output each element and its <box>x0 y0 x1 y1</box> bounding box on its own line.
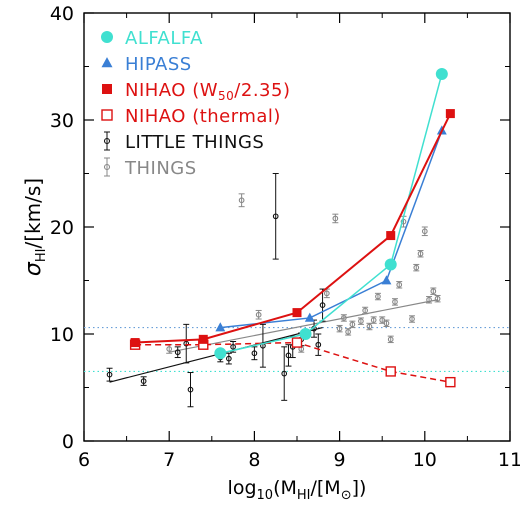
data-point <box>386 231 396 241</box>
data-point <box>299 328 312 340</box>
plot-area <box>106 67 456 408</box>
x-tick-label: 9 <box>334 449 346 471</box>
data-point <box>214 347 227 360</box>
data-point <box>332 215 339 222</box>
legend-label: LITTLE THINGS <box>125 132 264 153</box>
data-point <box>174 349 181 356</box>
series-line <box>220 130 443 329</box>
series-nihao-thermal <box>129 337 456 388</box>
legend: ALFALFA HIPASS NIHAO (W50/2.35) NIHAO (ther… <box>101 28 290 179</box>
data-point <box>130 338 140 348</box>
data-point <box>375 293 381 300</box>
legend-marker <box>101 109 113 121</box>
data-point <box>215 322 226 332</box>
data-point <box>435 67 448 80</box>
data-point <box>140 378 147 384</box>
data-point <box>106 371 113 378</box>
data-point <box>198 334 208 344</box>
data-point <box>434 295 441 302</box>
data-point <box>381 275 392 285</box>
data-point <box>166 346 173 352</box>
data-point <box>430 288 437 295</box>
legend-marker <box>101 31 113 43</box>
data-point <box>392 299 398 305</box>
data-point <box>341 315 347 321</box>
data-point <box>238 197 245 204</box>
x-tick-label: 11 <box>498 449 520 471</box>
data-point <box>291 337 303 348</box>
legend-marker <box>103 163 111 171</box>
series-nihao-w50 <box>130 109 455 348</box>
legend-entry-nihao-thermal: NIHAO (thermal) <box>101 106 281 127</box>
data-point <box>370 317 377 323</box>
data-point <box>413 264 420 271</box>
legend-entry-nihao-w50: NIHAO (W50/2.35) <box>102 80 290 103</box>
data-point <box>384 258 397 271</box>
legend-label: ALFALFA <box>125 28 203 49</box>
data-point <box>251 350 258 357</box>
data-point <box>396 281 403 288</box>
data-point <box>421 228 428 235</box>
data-point <box>362 307 369 314</box>
data-point <box>315 341 322 348</box>
legend-entry-little-things: LITTLE THINGS <box>103 131 264 153</box>
series-alfalfa <box>214 67 448 360</box>
legend-entry-hipass: HIPASS <box>101 54 192 75</box>
data-point <box>183 340 190 347</box>
y-tick-label: 40 <box>50 3 74 25</box>
data-point <box>366 323 373 330</box>
data-point <box>304 312 315 322</box>
legend-marker <box>102 84 112 94</box>
legend-entry-alfalfa: ALFALFA <box>101 28 203 49</box>
legend-label: NIHAO (W50/2.35) <box>125 80 290 103</box>
series-line <box>220 73 443 354</box>
data-point <box>345 329 351 335</box>
legend-label: HIPASS <box>125 54 192 75</box>
x-tick-label: 8 <box>248 449 260 471</box>
data-point <box>387 336 394 343</box>
data-point <box>281 370 288 377</box>
data-point <box>336 325 343 332</box>
legend-label: THINGS <box>124 158 197 179</box>
axis-labels: log10(MHI/[M⊙]) σHI/[km/s] <box>21 178 366 503</box>
data-point <box>272 213 279 220</box>
data-point <box>230 343 236 350</box>
x-tick-label: 7 <box>163 449 175 471</box>
legend-entry-things: THINGS <box>103 157 197 179</box>
data-point <box>417 250 424 257</box>
legend-marker <box>101 57 113 68</box>
y-axis-label: σHI/[km/s] <box>21 178 49 276</box>
data-point <box>319 302 326 308</box>
y-tick-label: 30 <box>50 110 74 132</box>
data-point <box>285 352 292 359</box>
data-point <box>409 316 415 322</box>
data-point <box>445 109 455 119</box>
data-point <box>426 296 432 303</box>
legend-marker <box>103 137 111 145</box>
data-point <box>187 386 194 393</box>
data-point <box>255 311 262 318</box>
data-point <box>383 320 390 327</box>
y-tick-label: 0 <box>62 431 74 453</box>
series-hipass <box>215 125 447 332</box>
series-things <box>166 193 441 354</box>
x-axis-label: log10(MHI/[M⊙]) <box>228 477 367 503</box>
data-point <box>445 376 456 388</box>
axes: 6 7 8 9 10 11 0 10 20 30 40 <box>50 3 520 471</box>
legend-label: NIHAO (thermal) <box>125 106 281 127</box>
data-point <box>385 366 396 377</box>
y-tick-label: 20 <box>50 217 74 239</box>
data-point <box>323 290 330 297</box>
data-point <box>225 355 232 362</box>
x-tick-label: 6 <box>78 449 90 471</box>
data-point <box>349 321 356 328</box>
data-point <box>358 318 364 325</box>
x-tick-label: 10 <box>413 449 437 471</box>
fit-line <box>169 299 438 353</box>
y-tick-label: 10 <box>50 324 74 346</box>
data-point <box>292 308 302 318</box>
